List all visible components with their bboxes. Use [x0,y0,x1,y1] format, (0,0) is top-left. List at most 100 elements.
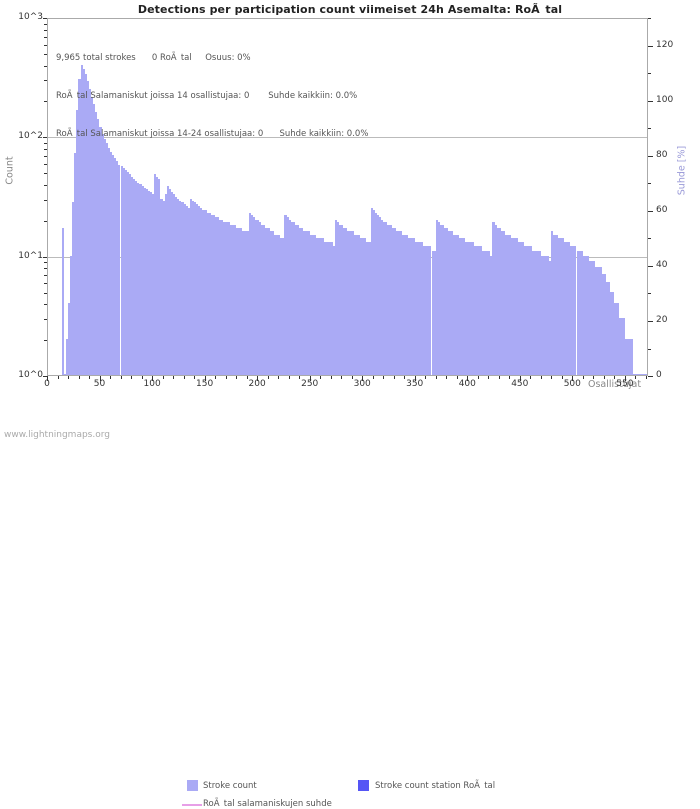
bar [318,238,321,375]
y-minor-tick-left [44,268,47,270]
bar [381,219,384,375]
bar [292,222,295,375]
bar-series-stroke-count [48,19,647,375]
bar [410,238,413,375]
bar [370,208,373,375]
y-minor-tick-left [44,199,47,201]
bar [456,234,459,375]
bar [320,238,323,375]
y-tick-mark-right [648,293,651,295]
bar [442,225,445,375]
bar [479,246,482,375]
x-tick-mark [173,376,175,379]
bar [477,246,480,375]
bar [215,217,218,375]
bar [349,231,352,375]
x-tick-mark [467,376,469,381]
bar [248,212,251,375]
bar [219,219,222,375]
bar [223,222,226,375]
bar [290,222,293,375]
bar [421,242,424,375]
bar [303,231,306,375]
bar [397,231,400,375]
bar [622,318,625,375]
bar [437,222,440,375]
y-tick-right: 80 [656,149,668,160]
x-tick-mark [446,376,448,379]
bar [278,234,281,375]
bar [521,242,524,375]
bar [101,133,104,375]
bar [116,161,119,375]
bar [555,234,558,375]
y-minor-tick-left [44,101,47,103]
bar [238,228,241,375]
bar [330,242,333,375]
y-tick-mark-left [43,376,47,377]
bar [118,164,121,375]
bar [231,225,234,375]
y-tick-mark-right [648,210,653,212]
bar [324,242,327,375]
bar [233,225,237,375]
bar [332,246,335,375]
bar [568,242,571,375]
bar [488,250,491,375]
bar [383,222,386,375]
bar [471,242,474,375]
bar [236,228,239,375]
bar [181,202,184,375]
bar [313,234,316,375]
x-tick-mark [225,376,227,379]
y-minor-tick-left [44,275,47,277]
bar [391,228,394,375]
x-tick-mark [393,376,395,379]
chart-title: Detections per participation count viime… [137,3,563,16]
bar [158,178,161,375]
bar [465,242,468,375]
bar [416,242,419,375]
x-tick-mark [477,376,479,379]
x-tick-mark [404,376,406,379]
bar [605,282,608,375]
bar [364,238,367,375]
bar [475,246,478,375]
x-tick-mark [131,376,133,379]
bar [185,206,188,375]
bar [336,222,340,375]
bar [269,231,272,375]
bar [633,374,636,375]
bar [355,234,358,375]
bar [353,234,356,375]
x-tick-mark [320,376,322,379]
x-tick-label: 150 [196,379,214,389]
bar [536,250,539,375]
y-tick-left: 10^2 [18,131,43,142]
y-axis-label-right: Suhde [%] [676,145,688,196]
x-tick-mark [645,376,647,379]
bar [490,255,493,375]
x-tick-mark [582,376,584,379]
bar [301,228,304,375]
bar [460,238,463,375]
bar [450,231,453,375]
x-tick-mark [488,376,490,379]
bar [608,282,611,375]
x-tick-mark [435,376,437,379]
bar [67,303,71,375]
bar [376,214,379,375]
bar [511,238,514,375]
bar [257,219,260,375]
y-tick-mark-right [648,73,651,75]
bar [250,214,253,375]
bar [271,231,274,375]
bar [170,192,174,375]
x-tick-mark [414,376,416,381]
bar [124,170,127,375]
bar [105,142,108,375]
bar [418,242,421,375]
y-minor-tick-left [44,80,47,82]
bar [599,267,602,375]
bar [82,68,85,375]
